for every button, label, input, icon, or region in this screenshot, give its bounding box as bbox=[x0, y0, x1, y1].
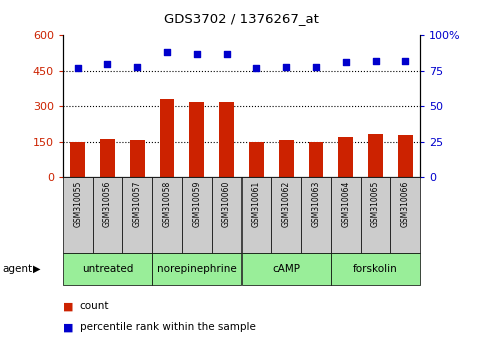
Text: ▶: ▶ bbox=[33, 264, 41, 274]
Bar bbox=[159, 99, 174, 177]
Point bbox=[74, 65, 82, 71]
Text: GSM310062: GSM310062 bbox=[282, 181, 291, 227]
Text: untreated: untreated bbox=[82, 264, 133, 274]
Bar bbox=[182, 177, 212, 253]
Text: norepinephrine: norepinephrine bbox=[157, 264, 237, 274]
Text: forskolin: forskolin bbox=[353, 264, 398, 274]
Bar bbox=[301, 177, 331, 253]
Text: GSM310063: GSM310063 bbox=[312, 181, 320, 227]
Bar bbox=[242, 253, 331, 285]
Point bbox=[193, 51, 201, 57]
Bar bbox=[70, 142, 85, 177]
Point bbox=[253, 65, 260, 71]
Point bbox=[312, 64, 320, 69]
Bar bbox=[212, 177, 242, 253]
Bar bbox=[331, 177, 361, 253]
Bar bbox=[338, 137, 353, 177]
Text: GSM310055: GSM310055 bbox=[73, 181, 82, 227]
Point bbox=[223, 51, 230, 57]
Bar bbox=[93, 177, 122, 253]
Text: ■: ■ bbox=[63, 301, 73, 311]
Text: GSM310058: GSM310058 bbox=[163, 181, 171, 227]
Text: GSM310060: GSM310060 bbox=[222, 181, 231, 227]
Bar bbox=[368, 134, 383, 177]
Text: GSM310056: GSM310056 bbox=[103, 181, 112, 227]
Bar bbox=[398, 135, 413, 177]
Bar bbox=[63, 177, 93, 253]
Text: count: count bbox=[80, 301, 109, 311]
Bar bbox=[130, 141, 145, 177]
Bar bbox=[189, 102, 204, 177]
Bar bbox=[152, 177, 182, 253]
Point bbox=[372, 58, 380, 64]
Point bbox=[133, 64, 141, 69]
Point bbox=[401, 58, 409, 64]
Text: GSM310057: GSM310057 bbox=[133, 181, 142, 227]
Point bbox=[163, 50, 171, 55]
Text: GDS3702 / 1376267_at: GDS3702 / 1376267_at bbox=[164, 12, 319, 25]
Bar bbox=[152, 253, 242, 285]
Text: agent: agent bbox=[2, 264, 32, 274]
Bar bbox=[249, 142, 264, 177]
Bar bbox=[122, 177, 152, 253]
Bar bbox=[309, 142, 324, 177]
Text: GSM310064: GSM310064 bbox=[341, 181, 350, 227]
Point bbox=[104, 61, 112, 67]
Text: GSM310065: GSM310065 bbox=[371, 181, 380, 227]
Bar bbox=[390, 177, 420, 253]
Text: percentile rank within the sample: percentile rank within the sample bbox=[80, 322, 256, 332]
Text: GSM310061: GSM310061 bbox=[252, 181, 261, 227]
Text: ■: ■ bbox=[63, 322, 73, 332]
Bar bbox=[279, 141, 294, 177]
Point bbox=[342, 59, 350, 65]
Bar bbox=[242, 177, 271, 253]
Text: GSM310059: GSM310059 bbox=[192, 181, 201, 227]
Bar bbox=[219, 102, 234, 177]
Bar bbox=[331, 253, 420, 285]
Bar bbox=[100, 139, 115, 177]
Bar bbox=[361, 177, 390, 253]
Text: cAMP: cAMP bbox=[272, 264, 300, 274]
Bar bbox=[63, 253, 152, 285]
Text: GSM310066: GSM310066 bbox=[401, 181, 410, 227]
Bar bbox=[271, 177, 301, 253]
Point bbox=[282, 64, 290, 69]
